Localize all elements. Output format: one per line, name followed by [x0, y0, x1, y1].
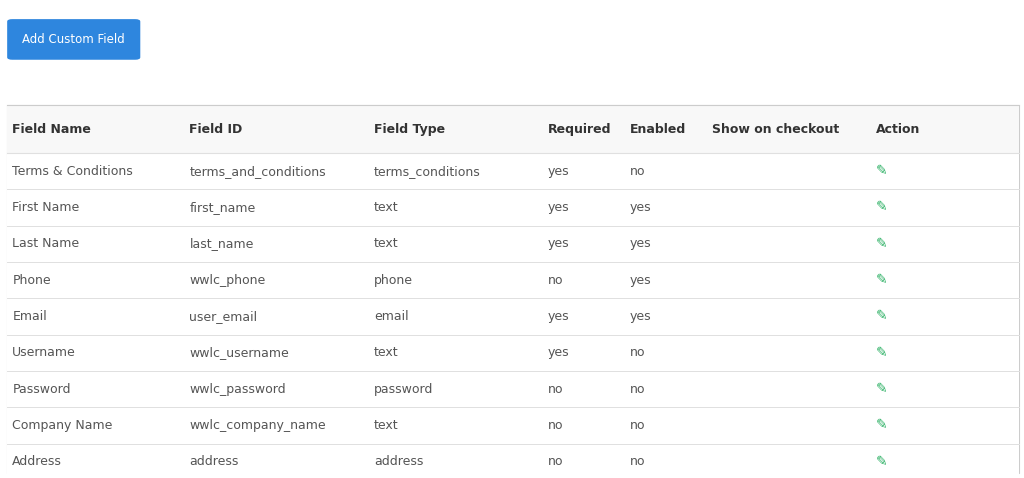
Bar	[7, 262, 1019, 298]
Text: ✎: ✎	[876, 273, 887, 287]
Text: no: no	[548, 419, 563, 432]
Text: ✎: ✎	[876, 200, 887, 215]
Text: yes: yes	[548, 164, 569, 178]
Text: ✎: ✎	[876, 346, 887, 360]
Text: terms_and_conditions: terms_and_conditions	[189, 164, 326, 178]
Text: Phone: Phone	[12, 273, 51, 287]
Text: Field ID: Field ID	[189, 122, 243, 136]
Bar	[7, 105, 1019, 153]
Text: phone: phone	[374, 273, 413, 287]
Text: Required: Required	[548, 122, 611, 136]
Text: wwlc_company_name: wwlc_company_name	[189, 419, 326, 432]
Text: Username: Username	[12, 346, 76, 359]
Text: last_name: last_name	[189, 237, 254, 250]
Text: ✎: ✎	[876, 382, 887, 396]
Text: Field Type: Field Type	[374, 122, 444, 136]
Text: address: address	[189, 455, 239, 468]
Text: Field Name: Field Name	[12, 122, 91, 136]
Bar	[7, 298, 1019, 335]
Bar	[7, 444, 1019, 478]
Text: yes: yes	[548, 237, 569, 250]
Text: yes: yes	[630, 273, 651, 287]
Text: text: text	[374, 201, 398, 214]
Text: Action: Action	[876, 122, 920, 136]
Text: ✎: ✎	[876, 418, 887, 433]
Text: no: no	[630, 164, 645, 178]
Text: no: no	[630, 419, 645, 432]
Bar	[7, 105, 1019, 473]
Text: text: text	[374, 346, 398, 359]
Text: no: no	[630, 382, 645, 396]
Bar	[7, 371, 1019, 407]
Text: no: no	[548, 382, 563, 396]
FancyBboxPatch shape	[7, 19, 140, 60]
Text: Email: Email	[12, 310, 47, 323]
Text: Enabled: Enabled	[630, 122, 686, 136]
Bar	[7, 189, 1019, 226]
Bar	[7, 407, 1019, 444]
Text: first_name: first_name	[189, 201, 256, 214]
Text: no: no	[548, 273, 563, 287]
Text: ✎: ✎	[876, 164, 887, 178]
Text: Add Custom Field: Add Custom Field	[23, 33, 125, 46]
Text: yes: yes	[548, 201, 569, 214]
Text: text: text	[374, 237, 398, 250]
Text: terms_conditions: terms_conditions	[374, 164, 480, 178]
Text: password: password	[374, 382, 433, 396]
Text: wwlc_username: wwlc_username	[189, 346, 289, 359]
Text: wwlc_phone: wwlc_phone	[189, 273, 265, 287]
Text: yes: yes	[630, 237, 651, 250]
Text: user_email: user_email	[189, 310, 258, 323]
Bar	[7, 153, 1019, 189]
Text: text: text	[374, 419, 398, 432]
Text: ✎: ✎	[876, 237, 887, 251]
Bar	[7, 335, 1019, 371]
Text: Address: Address	[12, 455, 62, 468]
Text: Password: Password	[12, 382, 71, 396]
Text: First Name: First Name	[12, 201, 80, 214]
Text: yes: yes	[548, 310, 569, 323]
Text: email: email	[374, 310, 409, 323]
Text: yes: yes	[630, 201, 651, 214]
Text: address: address	[374, 455, 423, 468]
Text: ✎: ✎	[876, 455, 887, 469]
Text: Company Name: Company Name	[12, 419, 113, 432]
Text: wwlc_password: wwlc_password	[189, 382, 286, 396]
Text: yes: yes	[548, 346, 569, 359]
Text: yes: yes	[630, 310, 651, 323]
Text: Show on checkout: Show on checkout	[712, 122, 839, 136]
Text: ✎: ✎	[876, 309, 887, 324]
Text: no: no	[630, 346, 645, 359]
Text: Last Name: Last Name	[12, 237, 80, 250]
Text: no: no	[548, 455, 563, 468]
Text: no: no	[630, 455, 645, 468]
Bar	[7, 226, 1019, 262]
Text: Terms & Conditions: Terms & Conditions	[12, 164, 133, 178]
